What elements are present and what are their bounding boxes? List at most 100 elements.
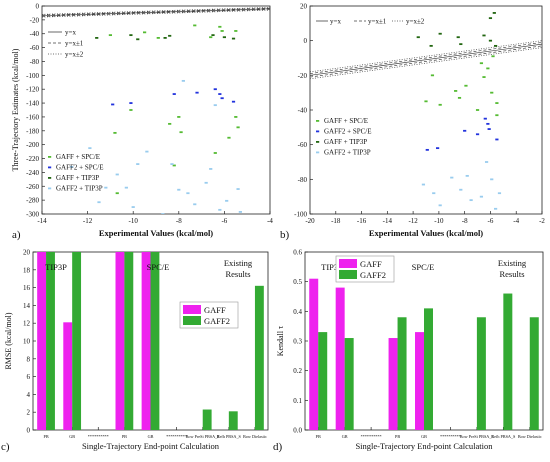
panel-1-legend-label-1: GAFF2 + SPC/E	[324, 128, 372, 136]
panel-0-reference-line	[42, 9, 270, 18]
panel-1-series-3-point	[469, 199, 473, 202]
panel-0-y-tick-label: -280	[26, 197, 39, 205]
panel-1-legend-line-label: y=x±1	[368, 18, 387, 26]
panel-0-series-0-point	[213, 152, 217, 154]
panel-0-series-0-point	[113, 131, 117, 134]
panel-1-legend-label-2: GAFF + TIP3P	[324, 138, 367, 146]
panel-2-bar-gaff2	[228, 411, 238, 430]
panel-1-series-0-point	[464, 84, 468, 87]
panel-3-category-label: GB	[421, 434, 427, 439]
panel-0-series-3-point	[209, 168, 213, 170]
panel-0-series-3-point	[204, 181, 208, 184]
panel-1-x-axis-label: Experimental Values (kcal/mol)	[369, 228, 483, 238]
panel-0-series-1-point	[111, 103, 115, 106]
panel-1-legend-swatch-3	[316, 151, 320, 154]
panel-1-y-tick-label: -100	[294, 211, 307, 219]
panel-1-x-tick-label: -16	[357, 217, 367, 225]
panel-0-series-3-point	[97, 201, 101, 204]
panel-3-y-tick-label: 0.6	[293, 249, 302, 257]
panel-0-series-0-point	[220, 30, 224, 32]
panel-1-series-1-point	[475, 133, 480, 136]
panel-3-category-label: GB	[342, 434, 348, 439]
panel-0-series-0-point	[236, 126, 240, 129]
panel-0-series-3-point	[236, 188, 240, 190]
panel-0-series-3-point	[70, 165, 74, 168]
panel-1-x-tick-label: -4	[513, 217, 519, 225]
panel-3-category-label: Bow Dielastic	[518, 434, 542, 439]
panel-0-series-1-point	[218, 93, 222, 95]
panel-0-series-3-point	[115, 173, 119, 176]
panel-1-series-1-point	[486, 122, 490, 125]
panel-2-y-tick-label: 20	[23, 249, 31, 257]
panel-0-y-tick-label: -180	[26, 127, 39, 135]
panel-0-x-axis-label: Experimental Values (kcal/mol)	[99, 228, 213, 238]
panel-3-bar-gaff2	[318, 332, 328, 430]
panel-3-bar-gaff	[309, 278, 319, 430]
panel-2-bar-gaff2	[72, 252, 82, 430]
panel-3-legend-label-1: GAFF2	[360, 270, 386, 280]
panel-3-bar-gaff2	[503, 293, 513, 430]
panel-1-x-tick-label: -8	[462, 217, 468, 225]
panel-1-legend-swatch-2	[316, 141, 320, 143]
panel-0-series-0-point	[234, 30, 238, 32]
panel-1-series-3-point	[438, 204, 442, 207]
panel-0-y-tick-label: -260	[26, 183, 39, 191]
panel-1-series-1-point	[436, 147, 440, 150]
panel-1-series-0-point	[438, 103, 442, 106]
panel-0-series-3-point	[145, 150, 149, 153]
panel-1-series-0-point	[479, 62, 484, 65]
panel-2-category-label: GB	[69, 434, 75, 439]
panel-0-series-0-point	[143, 31, 147, 34]
panel-1-series-0-point	[475, 109, 480, 111]
panel-0-x-tick-label: -12	[83, 217, 93, 225]
panel-1-legend-swatch-1	[316, 130, 320, 133]
panel-2-group-label: SPC/E	[147, 262, 170, 272]
panel-0-series-1-point	[220, 97, 224, 100]
panel-2-bar-gaff2	[124, 252, 134, 430]
panel-2-bar-gaff	[37, 252, 47, 430]
panel-0-series-2-point	[136, 38, 140, 41]
panel-1-series-3-point	[494, 207, 498, 210]
panel-0-y-tick-label: -60	[30, 44, 40, 52]
panel-2-y-tick-label: 4	[27, 391, 31, 399]
panel-0-series-3-point	[136, 163, 140, 165]
panel-0-series-3-point	[131, 206, 135, 208]
panel-1-series-0-point	[482, 76, 486, 78]
panel-3-group-label: TIP3P	[321, 262, 343, 272]
panel-0-series-0-point	[179, 131, 183, 134]
panel-2-y-tick-label: 6	[27, 373, 31, 381]
panel-1-panel-label: b)	[280, 229, 290, 241]
panel-0-legend-line-label: y=x±2	[65, 51, 84, 59]
panel-2-panel-label: c)	[1, 441, 10, 453]
panel-1-series-1-point	[463, 129, 467, 132]
panel-1-series-0-point	[495, 102, 499, 104]
panel-1-series-0-point	[457, 96, 462, 99]
panel-0-plot-frame	[41, 5, 271, 215]
panel-0-series-0-point	[209, 36, 213, 39]
panel-2-group-label: TIP3P	[45, 262, 67, 272]
panel-1-series-0-point	[430, 74, 435, 77]
panel-2-bar-gaff	[141, 252, 151, 430]
panel-0-data-area	[42, 7, 270, 214]
panel-3-category-label: **********	[440, 434, 461, 439]
panel-0-y-tick-label: 0	[36, 3, 40, 11]
panel-0-panel-label: a)	[12, 229, 21, 241]
panel-2-category-label: GB	[148, 434, 154, 439]
panel-3-group-label: Existing	[498, 258, 527, 268]
panel-1-series-0-point	[490, 91, 494, 94]
panel-0-series-3-point	[186, 192, 190, 195]
panel-1-series-1-point	[425, 148, 429, 151]
panel-3-y-tick-label: 0.0	[293, 427, 302, 435]
panel-1-series-3-point	[421, 183, 426, 186]
panel-0-legend-label-0: GAFF + SPC/E	[56, 153, 100, 161]
panel-0-series-0-point	[156, 36, 160, 39]
panel-0-series-0-point	[193, 24, 197, 27]
panel-0-series-2-point	[211, 34, 215, 37]
panel-0-y-tick-label: -40	[30, 30, 40, 38]
panel-1-y-tick-label: -40	[298, 107, 308, 115]
panel-0-series-3-point	[170, 163, 174, 165]
panel-0-y-tick-label: -120	[26, 86, 39, 94]
panel-3-y-tick-label: 0.2	[293, 367, 302, 375]
panel-0-series-0-point	[172, 164, 176, 167]
panel-1-series-0-point	[491, 55, 495, 58]
